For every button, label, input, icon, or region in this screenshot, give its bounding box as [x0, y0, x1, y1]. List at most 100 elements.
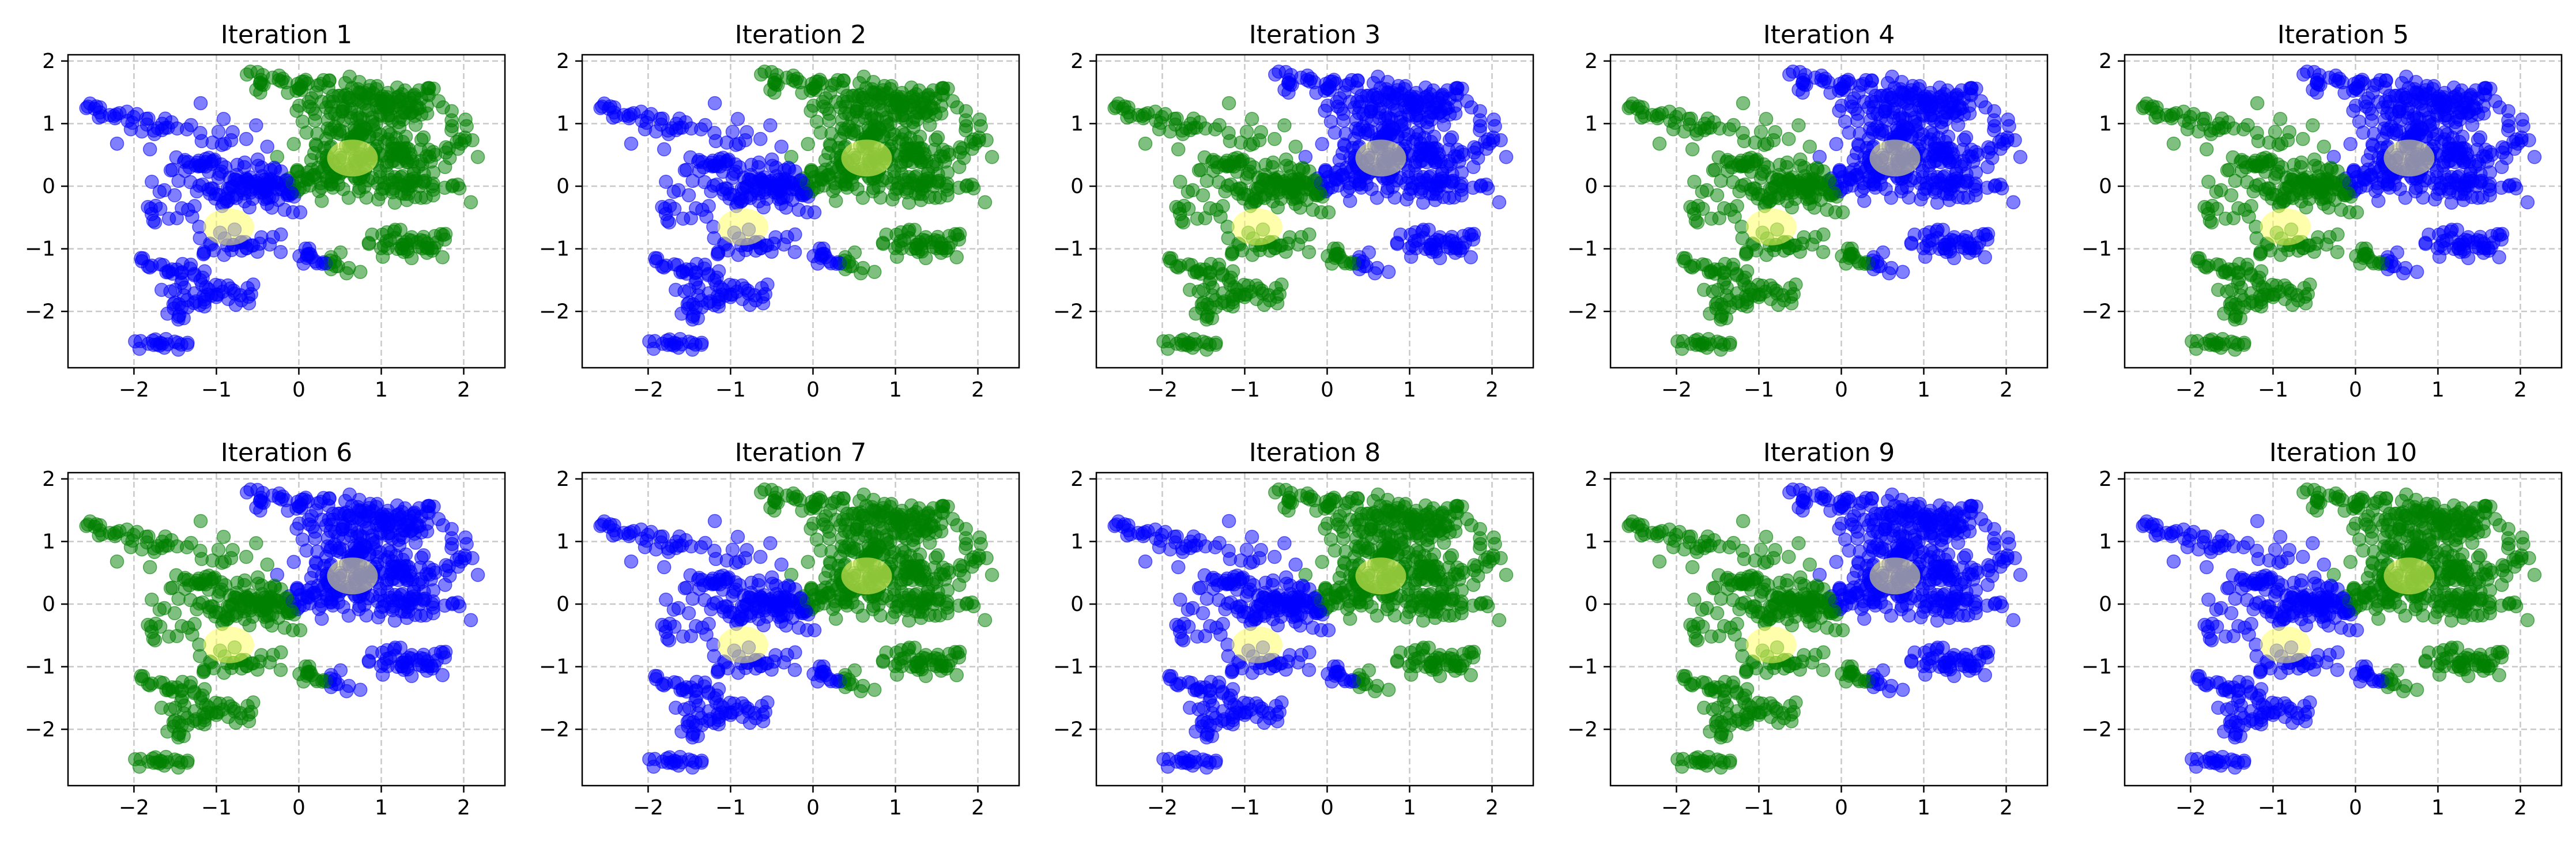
- x-tick-label: −2: [119, 378, 149, 402]
- data-point: [1352, 122, 1367, 137]
- data-point: [1209, 335, 1223, 350]
- data-point: [252, 181, 267, 195]
- data-point: [152, 184, 167, 199]
- data-point: [1109, 99, 1123, 114]
- data-point: [141, 259, 156, 274]
- data-point: [1167, 111, 1182, 126]
- data-point: [300, 247, 315, 262]
- data-point: [1797, 160, 1812, 175]
- data-point: [723, 290, 738, 304]
- data-point: [1269, 281, 1283, 295]
- data-point: [2415, 122, 2429, 136]
- data-point: [2268, 125, 2283, 139]
- axes-frame: [1095, 54, 1534, 369]
- data-point: [139, 529, 153, 544]
- data-point: [867, 265, 882, 280]
- data-point: [2492, 100, 2507, 115]
- data-point: [404, 669, 419, 684]
- data-point: [2209, 184, 2224, 199]
- data-point: [1681, 111, 1696, 126]
- data-point: [259, 190, 274, 205]
- data-point: [809, 173, 824, 188]
- data-point: [710, 247, 725, 262]
- data-point: [158, 111, 172, 126]
- data-point: [221, 193, 235, 208]
- x-tick-label: 2: [2000, 378, 2013, 402]
- data-point: [374, 659, 389, 673]
- data-point: [2285, 297, 2300, 312]
- data-point: [2317, 139, 2331, 154]
- data-point: [1244, 112, 1259, 126]
- data-point: [1232, 181, 1247, 195]
- data-point: [158, 529, 172, 544]
- data-point: [310, 126, 325, 141]
- data-point: [397, 151, 412, 165]
- data-point: [706, 153, 720, 168]
- data-point: [950, 100, 964, 115]
- data-point: [324, 122, 338, 137]
- data-point: [755, 281, 769, 295]
- data-point: [2185, 334, 2199, 349]
- data-point: [310, 544, 325, 559]
- data-point: [1835, 205, 1850, 220]
- data-point: [607, 105, 621, 120]
- data-point: [239, 241, 254, 255]
- data-point: [1900, 86, 1915, 100]
- data-point: [1747, 181, 1761, 195]
- data-point: [340, 266, 354, 281]
- data-point: [216, 530, 231, 544]
- data-point: [1842, 247, 1857, 262]
- y-tick-label: −1: [25, 237, 55, 261]
- data-point: [1978, 228, 1993, 243]
- data-point: [2343, 137, 2358, 152]
- data-point: [308, 531, 322, 546]
- data-point: [314, 495, 328, 509]
- data-point: [2336, 173, 2351, 187]
- data-point: [196, 247, 211, 262]
- data-point: [273, 244, 288, 259]
- data-point: [2213, 340, 2228, 355]
- centroid-marker: [841, 139, 892, 177]
- data-point: [327, 255, 342, 269]
- data-point: [1683, 259, 1698, 274]
- data-point: [211, 542, 226, 557]
- data-point: [1734, 178, 1749, 193]
- data-point: [822, 113, 836, 128]
- data-point: [1779, 160, 1794, 175]
- data-point: [950, 228, 964, 243]
- data-point: [1282, 73, 1296, 87]
- data-point: [414, 190, 428, 205]
- y-tick-label: −1: [2081, 237, 2112, 261]
- data-point: [1688, 333, 1703, 348]
- data-point: [1759, 112, 1774, 126]
- data-point: [451, 178, 465, 192]
- data-point: [405, 104, 420, 119]
- data-point: [378, 92, 393, 107]
- data-point: [217, 554, 232, 569]
- data-point: [1492, 195, 1507, 210]
- y-tick-label: 1: [1585, 112, 1598, 135]
- data-point: [1993, 178, 2008, 192]
- data-point: [1401, 107, 1416, 122]
- data-point: [2451, 92, 2465, 107]
- data-point: [144, 201, 159, 216]
- data-point: [1266, 194, 1280, 209]
- data-point: [1755, 167, 1770, 181]
- data-point: [2527, 150, 2542, 164]
- data-point: [1760, 137, 1775, 151]
- data-point: [323, 524, 338, 538]
- data-point: [1726, 118, 1741, 133]
- data-point: [852, 76, 867, 90]
- data-point: [286, 137, 301, 152]
- data-point: [828, 77, 842, 91]
- data-point: [753, 131, 768, 146]
- data-point: [1821, 173, 1836, 187]
- data-point: [1685, 142, 1700, 157]
- data-point: [228, 297, 243, 312]
- data-point: [2494, 160, 2509, 174]
- data-point: [685, 173, 700, 188]
- data-point: [662, 215, 677, 230]
- data-point: [1321, 205, 1336, 220]
- data-point: [142, 560, 157, 575]
- data-point: [2202, 333, 2217, 348]
